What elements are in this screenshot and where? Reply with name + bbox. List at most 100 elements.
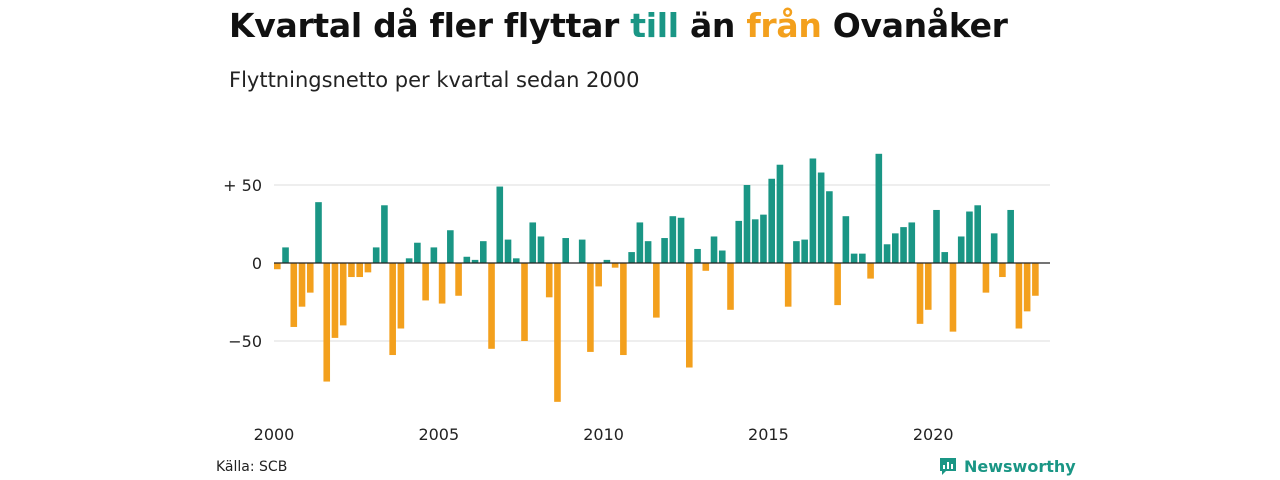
bar <box>966 211 973 263</box>
bar <box>990 233 998 263</box>
bar <box>793 241 800 263</box>
bar <box>364 263 372 273</box>
bar <box>760 214 767 263</box>
bar <box>389 263 396 356</box>
x-tick-label: 2005 <box>418 425 459 444</box>
bar <box>595 263 602 287</box>
bar <box>842 216 850 263</box>
bar <box>496 186 504 263</box>
bar <box>875 153 883 263</box>
bar <box>1032 263 1039 296</box>
bar <box>661 238 668 263</box>
bar <box>817 172 825 263</box>
y-tick-label: 0 <box>252 254 262 273</box>
bar <box>587 263 594 352</box>
bar <box>710 236 718 263</box>
chart-subtitle: Flyttningsnetto per kvartal sedan 2000 <box>229 68 640 92</box>
title-part-1: Kvartal då fler flyttar <box>229 6 620 45</box>
bar <box>982 263 990 293</box>
bar <box>892 233 899 263</box>
bar <box>1007 209 1014 263</box>
bar <box>628 252 635 263</box>
bar <box>850 253 858 263</box>
bar <box>1023 263 1031 312</box>
bar <box>348 263 355 278</box>
bar <box>537 236 545 263</box>
y-tick-label: −50 <box>228 332 262 351</box>
title-out-word: från <box>746 6 822 45</box>
bar <box>611 263 619 268</box>
bar <box>686 263 693 368</box>
bar <box>578 239 586 263</box>
bar <box>405 258 413 263</box>
bar <box>603 259 611 263</box>
bar <box>356 263 363 278</box>
bar <box>471 259 479 263</box>
bar <box>636 222 644 263</box>
bar <box>422 263 429 301</box>
bar <box>718 250 726 263</box>
bar <box>554 263 561 402</box>
bar <box>702 263 710 271</box>
x-tick-label: 2020 <box>913 425 954 444</box>
bar <box>735 220 743 263</box>
chart-title: Kvartal då fler flyttar till än från Ova… <box>229 6 1008 45</box>
bar <box>776 164 784 263</box>
bar <box>298 263 306 307</box>
bar <box>949 263 957 332</box>
bar <box>743 185 751 263</box>
bar <box>908 222 916 263</box>
bar <box>677 217 685 263</box>
x-tick-label: 2015 <box>748 425 789 444</box>
bar <box>826 191 833 263</box>
bar <box>916 263 924 324</box>
source-label: Källa: SCB <box>216 459 288 475</box>
bar <box>669 216 677 263</box>
bar <box>545 263 553 298</box>
bar <box>274 263 281 270</box>
bar <box>455 263 462 296</box>
bar <box>315 202 322 263</box>
bar <box>438 263 446 304</box>
bar <box>933 209 940 263</box>
newsworthy-logo-icon <box>940 458 956 475</box>
bar <box>282 247 289 263</box>
title-in-word: till <box>630 6 679 45</box>
bar <box>957 236 965 263</box>
bar <box>381 205 388 263</box>
title-part-3: Ovanåker <box>832 6 1008 45</box>
bar <box>620 263 627 356</box>
grid-layer <box>274 184 1050 342</box>
bar <box>900 227 907 263</box>
bar <box>463 256 471 263</box>
bar <box>480 241 487 263</box>
bar <box>859 253 866 263</box>
x-tick-label: 2000 <box>254 425 295 444</box>
brand-logo: Newsworthy <box>938 456 1076 476</box>
bar <box>529 222 537 263</box>
bar <box>512 258 520 263</box>
bar <box>974 205 981 263</box>
bar <box>999 263 1006 278</box>
bar <box>751 219 759 263</box>
axis-layer: + 50 0 −50 2000 2005 2010 2015 2020 <box>223 176 1050 444</box>
bar <box>504 239 512 263</box>
bar <box>867 263 874 279</box>
bar <box>430 247 438 263</box>
bar <box>306 263 314 293</box>
bar <box>290 263 298 327</box>
bar <box>809 158 817 263</box>
bar <box>323 263 331 382</box>
bar <box>1015 263 1023 329</box>
bar <box>883 244 891 263</box>
brand-name: Newsworthy <box>964 456 1076 476</box>
bar <box>414 242 421 263</box>
bar <box>784 263 792 307</box>
bars-layer <box>274 153 1039 402</box>
bar <box>447 230 454 263</box>
bar <box>924 263 932 310</box>
y-tick-label: + 50 <box>223 176 262 195</box>
bar <box>521 263 528 341</box>
bar <box>488 263 495 349</box>
